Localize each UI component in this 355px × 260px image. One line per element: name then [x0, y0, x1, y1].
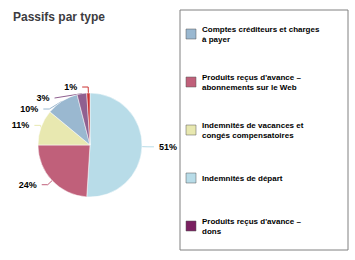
svg-text:Comptes créditeurs et charges: Comptes créditeurs et charges [202, 25, 320, 34]
svg-text:10%: 10% [20, 104, 38, 114]
svg-text:1%: 1% [64, 82, 77, 92]
svg-text:Passifs par type: Passifs par type [13, 10, 105, 24]
svg-text:Indemnités de vacances et: Indemnités de vacances et [202, 121, 304, 130]
svg-text:11%: 11% [12, 120, 30, 130]
svg-text:24%: 24% [19, 180, 37, 190]
svg-text:congés compensatoires: congés compensatoires [202, 131, 294, 140]
svg-text:à payer: à payer [202, 35, 230, 44]
svg-text:3%: 3% [37, 93, 50, 103]
svg-text:51%: 51% [159, 142, 177, 152]
svg-text:dons: dons [202, 227, 222, 236]
svg-text:Indemnités de départ: Indemnités de départ [202, 174, 283, 183]
svg-text:abonnements sur le Web: abonnements sur le Web [202, 83, 297, 92]
svg-text:Produits reçus d'avance –: Produits reçus d'avance – [202, 73, 301, 82]
svg-text:Produits reçus d'avance –: Produits reçus d'avance – [202, 217, 301, 226]
